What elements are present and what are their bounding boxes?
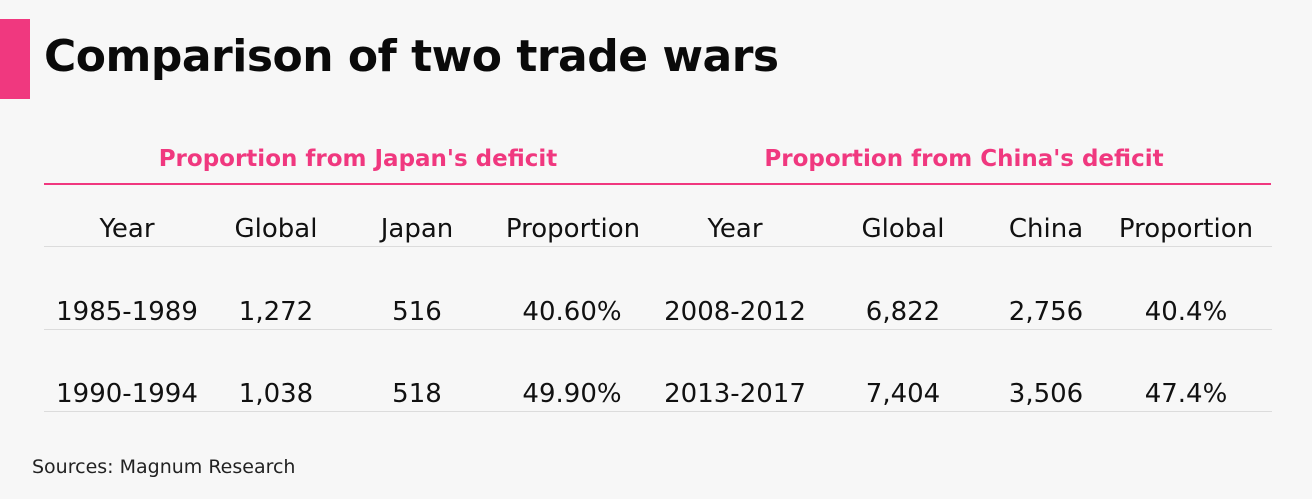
column-header-japan: Japan <box>380 214 454 244</box>
column-header-china: China <box>1008 214 1084 244</box>
table-cell: 1985-1989 <box>56 297 198 327</box>
row-divider <box>44 246 1272 247</box>
table-cell: 7,404 <box>865 379 941 409</box>
table-cell: 518 <box>392 379 442 409</box>
row-divider <box>44 411 1272 412</box>
china-group-heading: Proportion from China's deficit <box>764 146 1164 172</box>
accent-bar <box>0 19 30 99</box>
header-divider <box>44 183 1271 185</box>
column-header-global: Global <box>861 214 945 244</box>
japan-group-heading: Proportion from Japan's deficit <box>158 146 558 172</box>
column-header-proportion: Proportion <box>505 214 641 244</box>
table-cell: 47.4% <box>1144 379 1228 409</box>
table-cell: 2,756 <box>1008 297 1084 327</box>
column-header-year: Year <box>99 214 155 244</box>
table-cell: 2008-2012 <box>664 297 806 327</box>
table-cell: 1990-1994 <box>56 379 198 409</box>
table-cell: 40.60% <box>522 297 622 327</box>
table-cell: 49.90% <box>522 379 622 409</box>
column-header-proportion: Proportion <box>1118 214 1254 244</box>
table-cell: 1,272 <box>238 297 314 327</box>
source-note: Sources: Magnum Research <box>32 456 296 478</box>
table-cell: 516 <box>392 297 442 327</box>
table-cell: 3,506 <box>1008 379 1084 409</box>
table-cell: 2013-2017 <box>664 379 806 409</box>
chart-title: Comparison of two trade wars <box>44 31 779 82</box>
table-cell: 1,038 <box>238 379 314 409</box>
table-cell: 6,822 <box>865 297 941 327</box>
column-header-year: Year <box>707 214 763 244</box>
row-divider <box>44 329 1272 330</box>
column-header-global: Global <box>234 214 318 244</box>
table-cell: 40.4% <box>1144 297 1228 327</box>
